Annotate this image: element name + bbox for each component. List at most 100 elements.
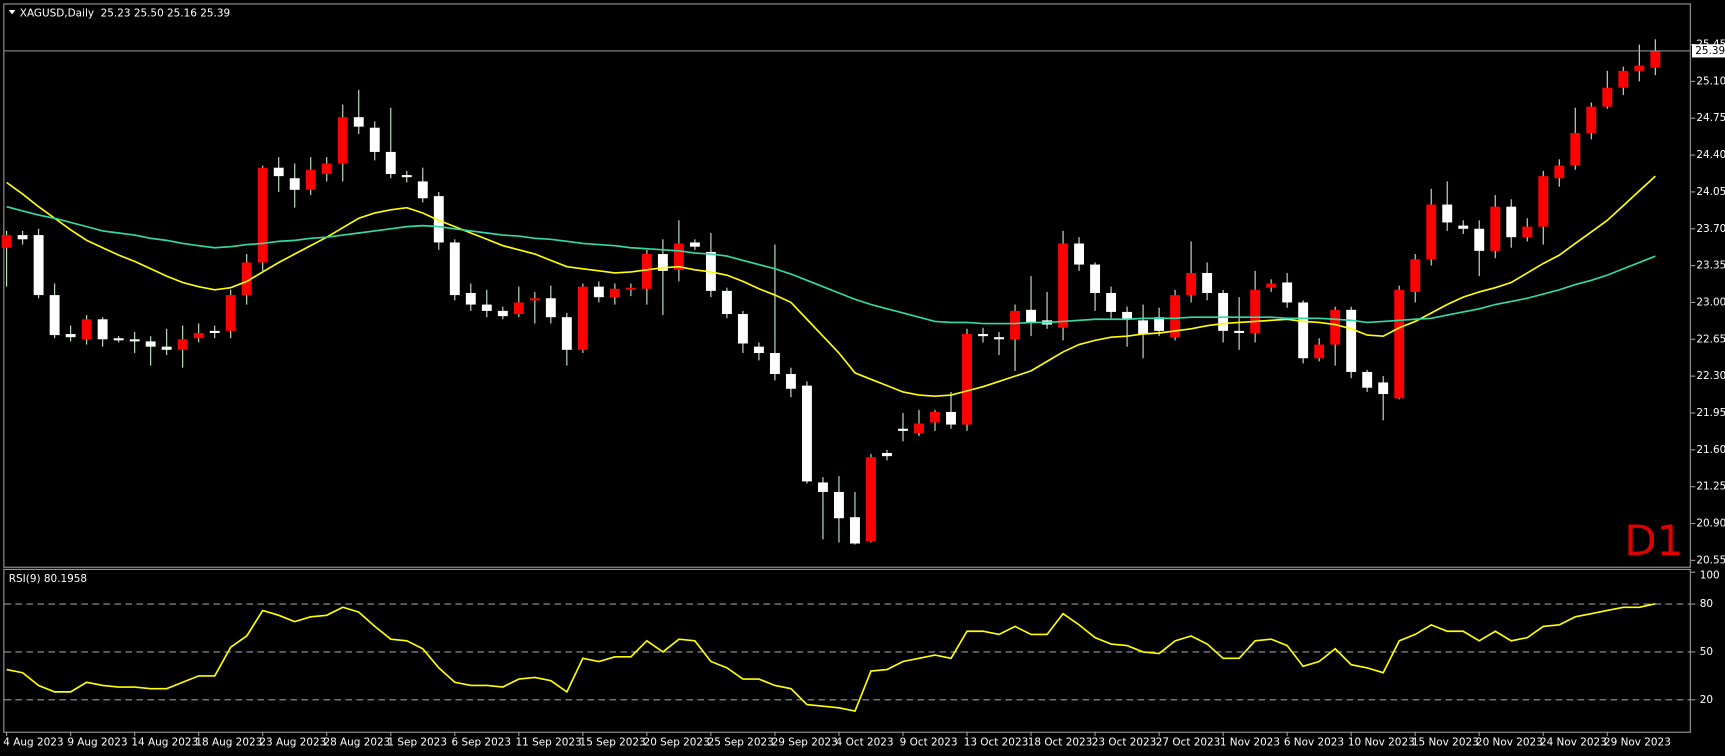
candle-body [209,330,220,333]
x-tick-label: 6 Sep 2023 [451,737,511,749]
candle-body [1458,225,1469,229]
candle-body [1506,206,1517,238]
candle-body [689,242,700,247]
candle-body [1298,302,1309,359]
y-tick-label: 100 [1700,569,1720,581]
candle-body [946,411,956,425]
moving-average [6,205,1656,325]
y-tick-label: 21.25 [1696,481,1725,493]
candle-body [1234,330,1245,333]
candle-body [289,178,300,190]
candle-body [1522,226,1533,238]
candle-body [1554,165,1565,179]
x-tick-label: 28 Aug 2023 [323,737,390,749]
candle-body [481,304,492,311]
candle-body [177,339,188,350]
candle-body [1202,272,1213,293]
candle-body [33,235,44,296]
x-tick-label: 4 Oct 2023 [836,737,894,749]
candle-body [385,151,396,175]
moving-average [6,175,1656,397]
candle-body [850,517,860,544]
candle-body [737,314,748,344]
candle-body [1586,106,1597,133]
x-tick-label: 10 Nov 2023 [1348,737,1415,749]
y-tick-label: 50 [1700,646,1713,658]
candle-body [1314,344,1325,359]
candle-body [1170,295,1181,338]
y-tick-label: 25.10 [1696,75,1725,87]
candle-body [834,491,844,519]
candle-body [962,334,972,425]
x-tick-label: 29 Sep 2023 [772,737,838,749]
candle-body [353,117,364,127]
x-tick-label: 27 Oct 2023 [1156,737,1221,749]
candle-body [1362,371,1373,388]
candle-body [1282,282,1293,303]
y-tick-label: 22.30 [1696,370,1725,382]
candle-body [305,169,316,190]
candle-body [866,457,876,542]
y-tick-label: 23.35 [1696,260,1725,272]
candle-body [193,332,204,339]
candle-body [545,298,556,318]
x-tick-label: 23 Oct 2023 [1092,737,1157,749]
y-tick-label: 23.70 [1696,223,1725,235]
candle-body [898,428,908,431]
x-tick-label: 15 Nov 2023 [1412,737,1479,749]
candle-body [801,385,812,482]
chart-header: XAGUSD,Daily 25.23 25.50 25.16 25.39 [20,7,230,19]
candle-body [321,163,332,175]
x-tick-label: 29 Nov 2023 [1604,737,1671,749]
candle-body [1602,87,1613,107]
y-tick-label: 24.05 [1696,186,1725,198]
candle-body [417,181,428,199]
x-tick-label: 20 Sep 2023 [644,737,710,749]
candle-body [257,167,268,263]
candle-body [1266,283,1277,288]
indicator-line [6,602,1656,712]
timeframe-label: D1 [1624,516,1683,565]
candle-body [513,302,524,315]
candle-body [1026,309,1036,323]
candle-body [241,262,252,296]
candle-body [1650,50,1661,68]
candle-body [49,295,60,336]
y-tick-label: 24.75 [1696,112,1725,124]
candle-body [609,288,620,298]
x-tick-label: 9 Aug 2023 [67,737,127,749]
chart-ohlc: 25.23 25.50 25.16 25.39 [101,7,230,19]
candle-body [978,334,988,337]
candle-body [497,310,508,317]
x-tick-label: 20 Nov 2023 [1476,737,1543,749]
x-tick-label: 23 Aug 2023 [259,737,326,749]
x-tick-label: 11 Sep 2023 [516,737,582,749]
candle-body [1,235,12,248]
candle-body [225,295,236,331]
candle-body [1394,289,1405,399]
candle-body [625,287,636,290]
x-tick-label: 15 Sep 2023 [580,737,646,749]
chart-title: XAGUSD,Daily [20,7,94,19]
candle-body [930,411,940,423]
candle-body [161,346,172,350]
main-pane-frame [3,3,1691,568]
candle-body [817,482,828,492]
candle-body [65,334,76,338]
candle-body [1106,292,1117,312]
candle-body [1490,206,1501,251]
candle-body [273,167,284,177]
y-tick-label: 24.40 [1696,149,1725,161]
y-tick-label: 21.60 [1696,444,1725,456]
candle-body [1090,264,1101,293]
candle-body [1474,228,1485,251]
y-tick-label: 23.00 [1696,296,1725,308]
candle-body [1074,243,1085,265]
price-label-box [1691,44,1725,58]
x-tick-label: 1 Sep 2023 [387,737,447,749]
candle-body [1378,382,1389,395]
candle-body [1058,243,1069,328]
y-tick-label: 22.65 [1696,333,1725,345]
